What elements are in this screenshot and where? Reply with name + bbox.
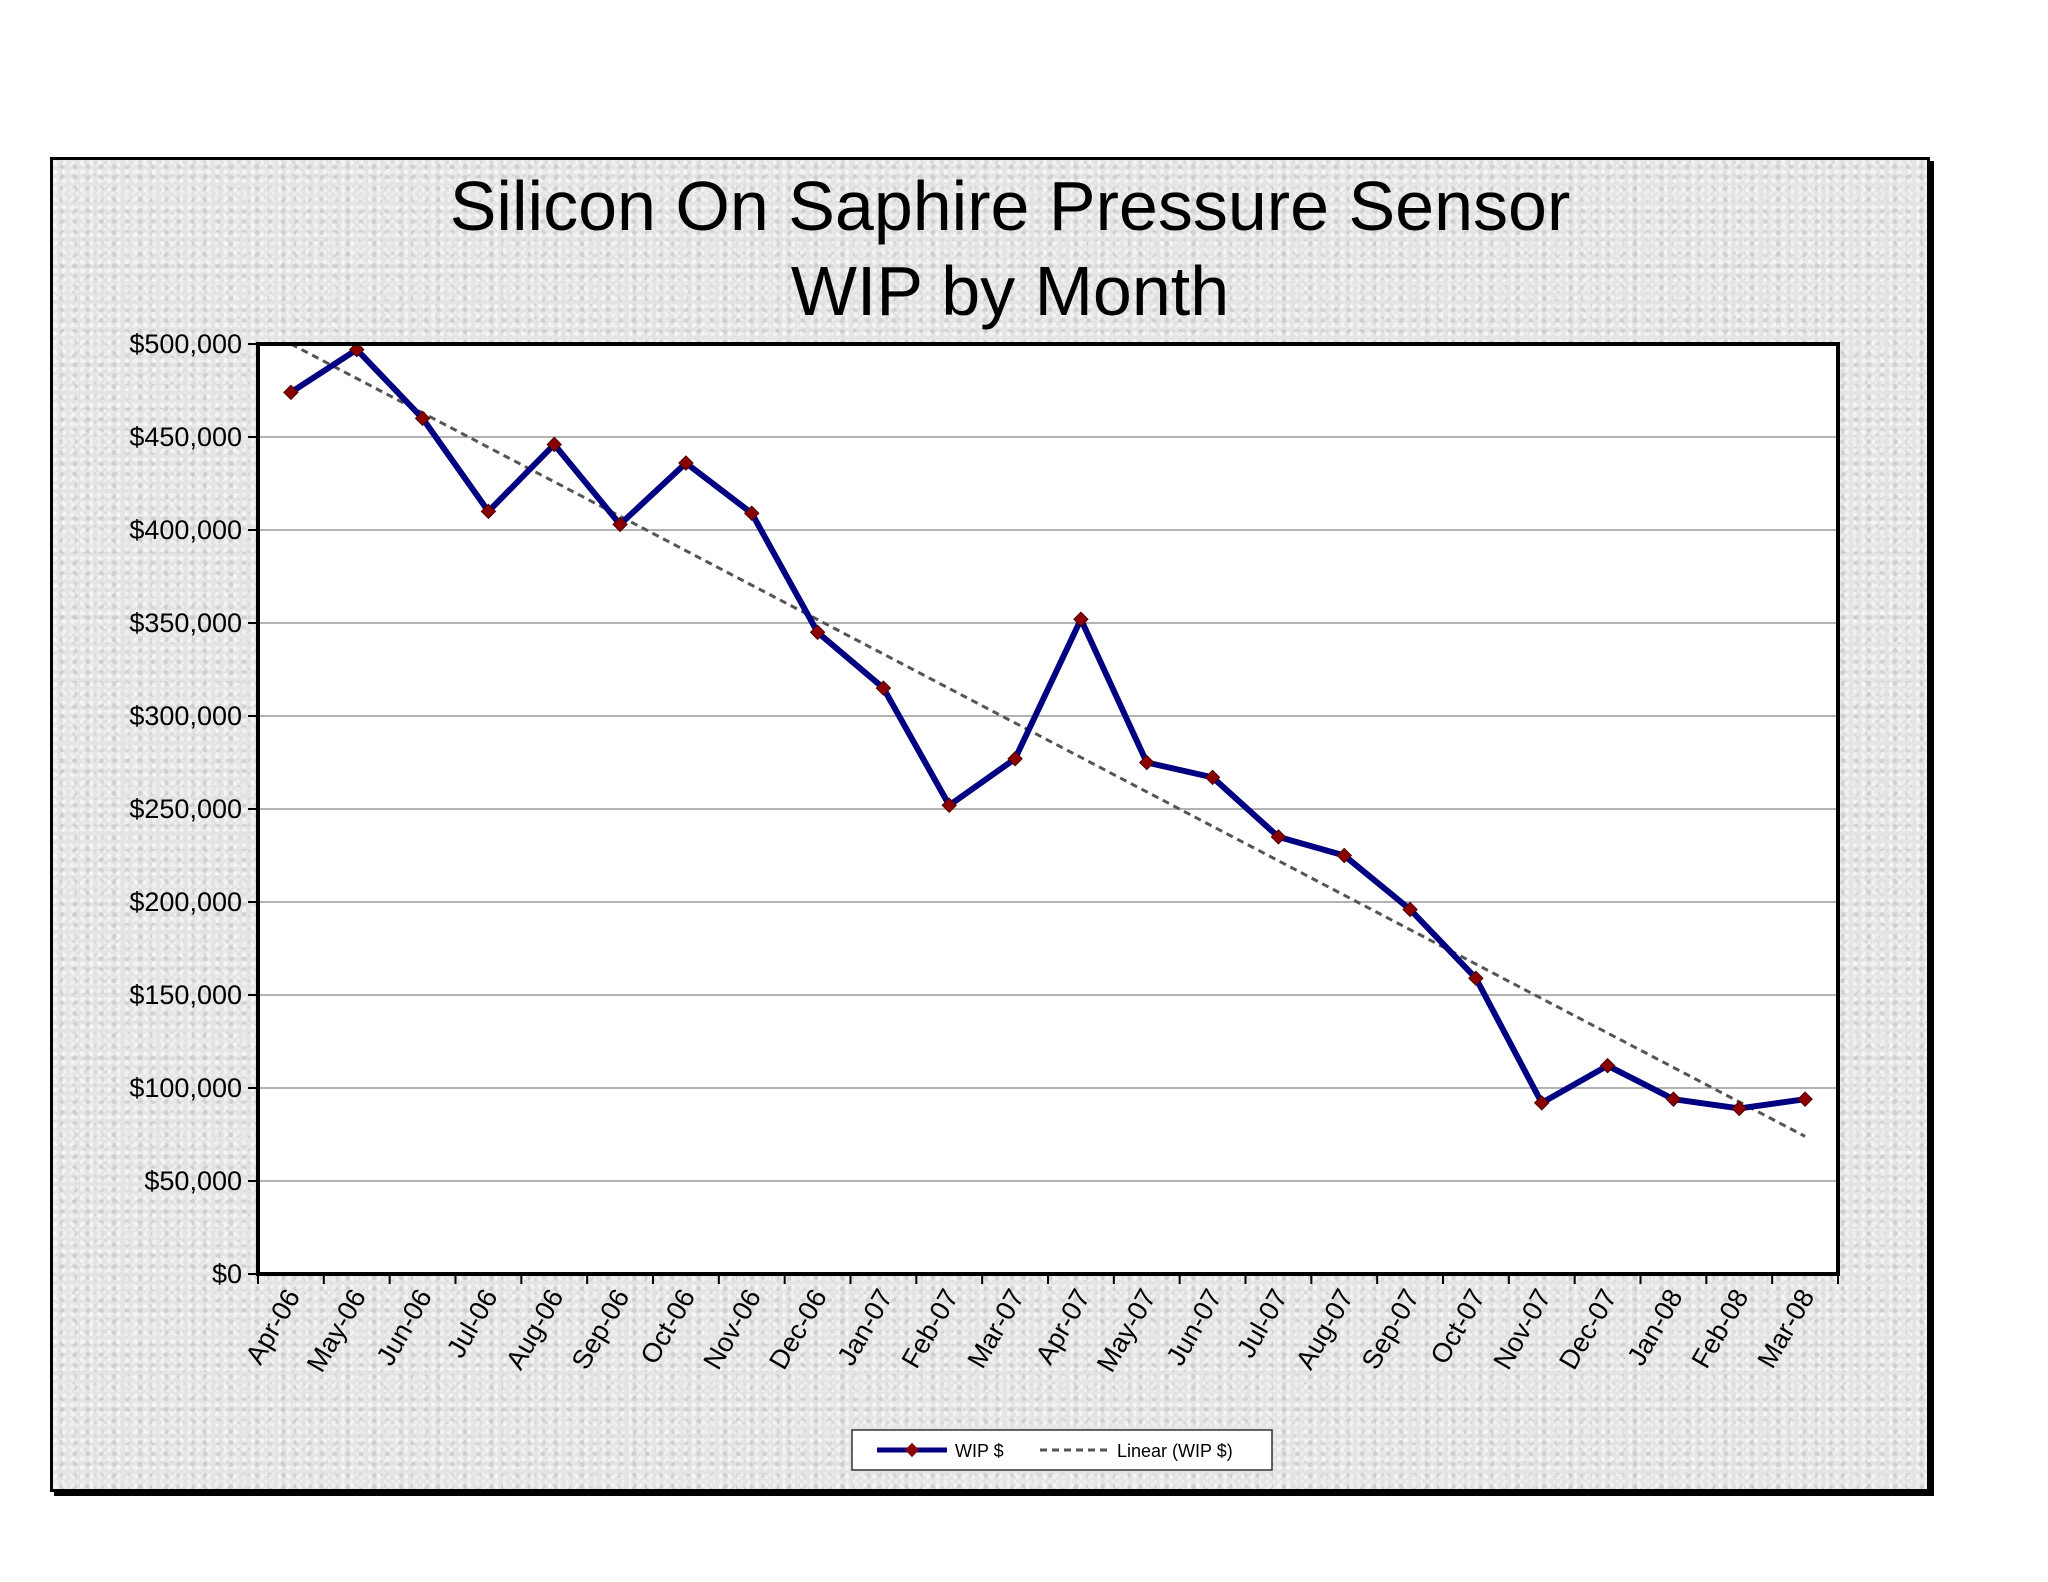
x-tick-label: Apr-06: [240, 1284, 307, 1369]
data-point: [875, 680, 892, 696]
x-tick-label: May-07: [1091, 1284, 1162, 1377]
y-tick-label: $100,000: [129, 1073, 242, 1103]
x-tick-label: Sep-07: [1356, 1284, 1426, 1374]
x-tick-label: Nov-07: [1487, 1284, 1557, 1374]
data-point: [1270, 829, 1287, 845]
legend-wip-label: WIP $: [955, 1441, 1004, 1461]
y-tick-label: $200,000: [129, 887, 242, 917]
data-point: [1797, 1091, 1813, 1107]
x-tick-label: Oct-06: [635, 1284, 701, 1369]
data-point: [1731, 1100, 1748, 1117]
data-point: [1336, 847, 1353, 864]
data-point: [546, 436, 563, 453]
y-tick-label: $0: [212, 1259, 242, 1289]
x-tick-label: Oct-07: [1425, 1284, 1491, 1369]
data-point: [1665, 1091, 1682, 1107]
x-tick-label: Aug-07: [1290, 1284, 1360, 1374]
x-tick-label: Jan-07: [831, 1284, 898, 1371]
data-point: [480, 503, 497, 520]
y-tick-label: $50,000: [144, 1166, 242, 1196]
data-point: [1138, 754, 1155, 771]
x-tick-label: Sep-06: [566, 1284, 636, 1374]
chart-subtitle: WIP by Month: [791, 252, 1229, 330]
x-tick-label: Feb-07: [896, 1284, 965, 1373]
y-tick-label: $450,000: [129, 422, 242, 452]
x-tick-label: Mar-07: [962, 1284, 1031, 1373]
data-point: [809, 624, 826, 641]
data-point: [414, 410, 431, 427]
data-point: [1468, 970, 1484, 987]
x-tick-label: Jun-07: [1161, 1284, 1228, 1371]
data-point: [1007, 751, 1023, 767]
y-tick-label: $150,000: [129, 980, 242, 1010]
y-tick-label: $350,000: [129, 608, 242, 638]
y-tick-label: $400,000: [129, 515, 242, 545]
x-tick-label: Nov-06: [697, 1284, 767, 1374]
x-tick-label: May-06: [301, 1284, 372, 1377]
x-tick-label: Apr-07: [1030, 1284, 1097, 1369]
x-tick-label: Dec-06: [763, 1284, 833, 1374]
data-point: [283, 384, 299, 401]
x-tick-label: Jul-07: [1231, 1284, 1294, 1363]
y-tick-label: $300,000: [129, 701, 242, 731]
y-tick-label: $500,000: [129, 329, 242, 359]
data-point: [612, 516, 628, 533]
data-point: [743, 505, 760, 522]
x-tick-label: Mar-08: [1752, 1284, 1821, 1373]
legend-trend-label: Linear (WIP $): [1117, 1441, 1233, 1461]
x-tick-label: Aug-06: [500, 1284, 570, 1374]
x-tick-label: Jul-06: [441, 1284, 504, 1363]
data-point: [1533, 1095, 1550, 1111]
legend: WIP $ Linear (WIP $): [851, 1429, 1273, 1471]
x-tick-label: Jan-08: [1621, 1284, 1688, 1371]
y-tick-label: $250,000: [129, 794, 242, 824]
chart-title: Silicon On Saphire Pressure Sensor: [450, 167, 1571, 245]
data-point: [1599, 1057, 1616, 1074]
x-tick-label: Feb-08: [1686, 1284, 1755, 1373]
plot-border: [256, 342, 1840, 1276]
data-point: [1073, 611, 1089, 628]
trendline: [290, 342, 1806, 1138]
series-line-wip: [289, 346, 1806, 1112]
x-tick-label: Jun-06: [371, 1284, 438, 1371]
legend-wip-marker: [904, 1442, 920, 1458]
data-point: [1402, 901, 1418, 918]
data-point: [678, 455, 694, 471]
y-axis: $0 $50,000 $100,000 $150,000 $200,000 $250,00…: [129, 329, 258, 1289]
series-layer: [283, 341, 1813, 1117]
data-point: [1204, 769, 1221, 786]
x-tick-label: Dec-07: [1553, 1284, 1623, 1374]
data-point: [941, 797, 958, 814]
data-point: [348, 341, 365, 358]
gridlines: [258, 436, 1838, 1182]
trendline-layer: [290, 342, 1806, 1138]
